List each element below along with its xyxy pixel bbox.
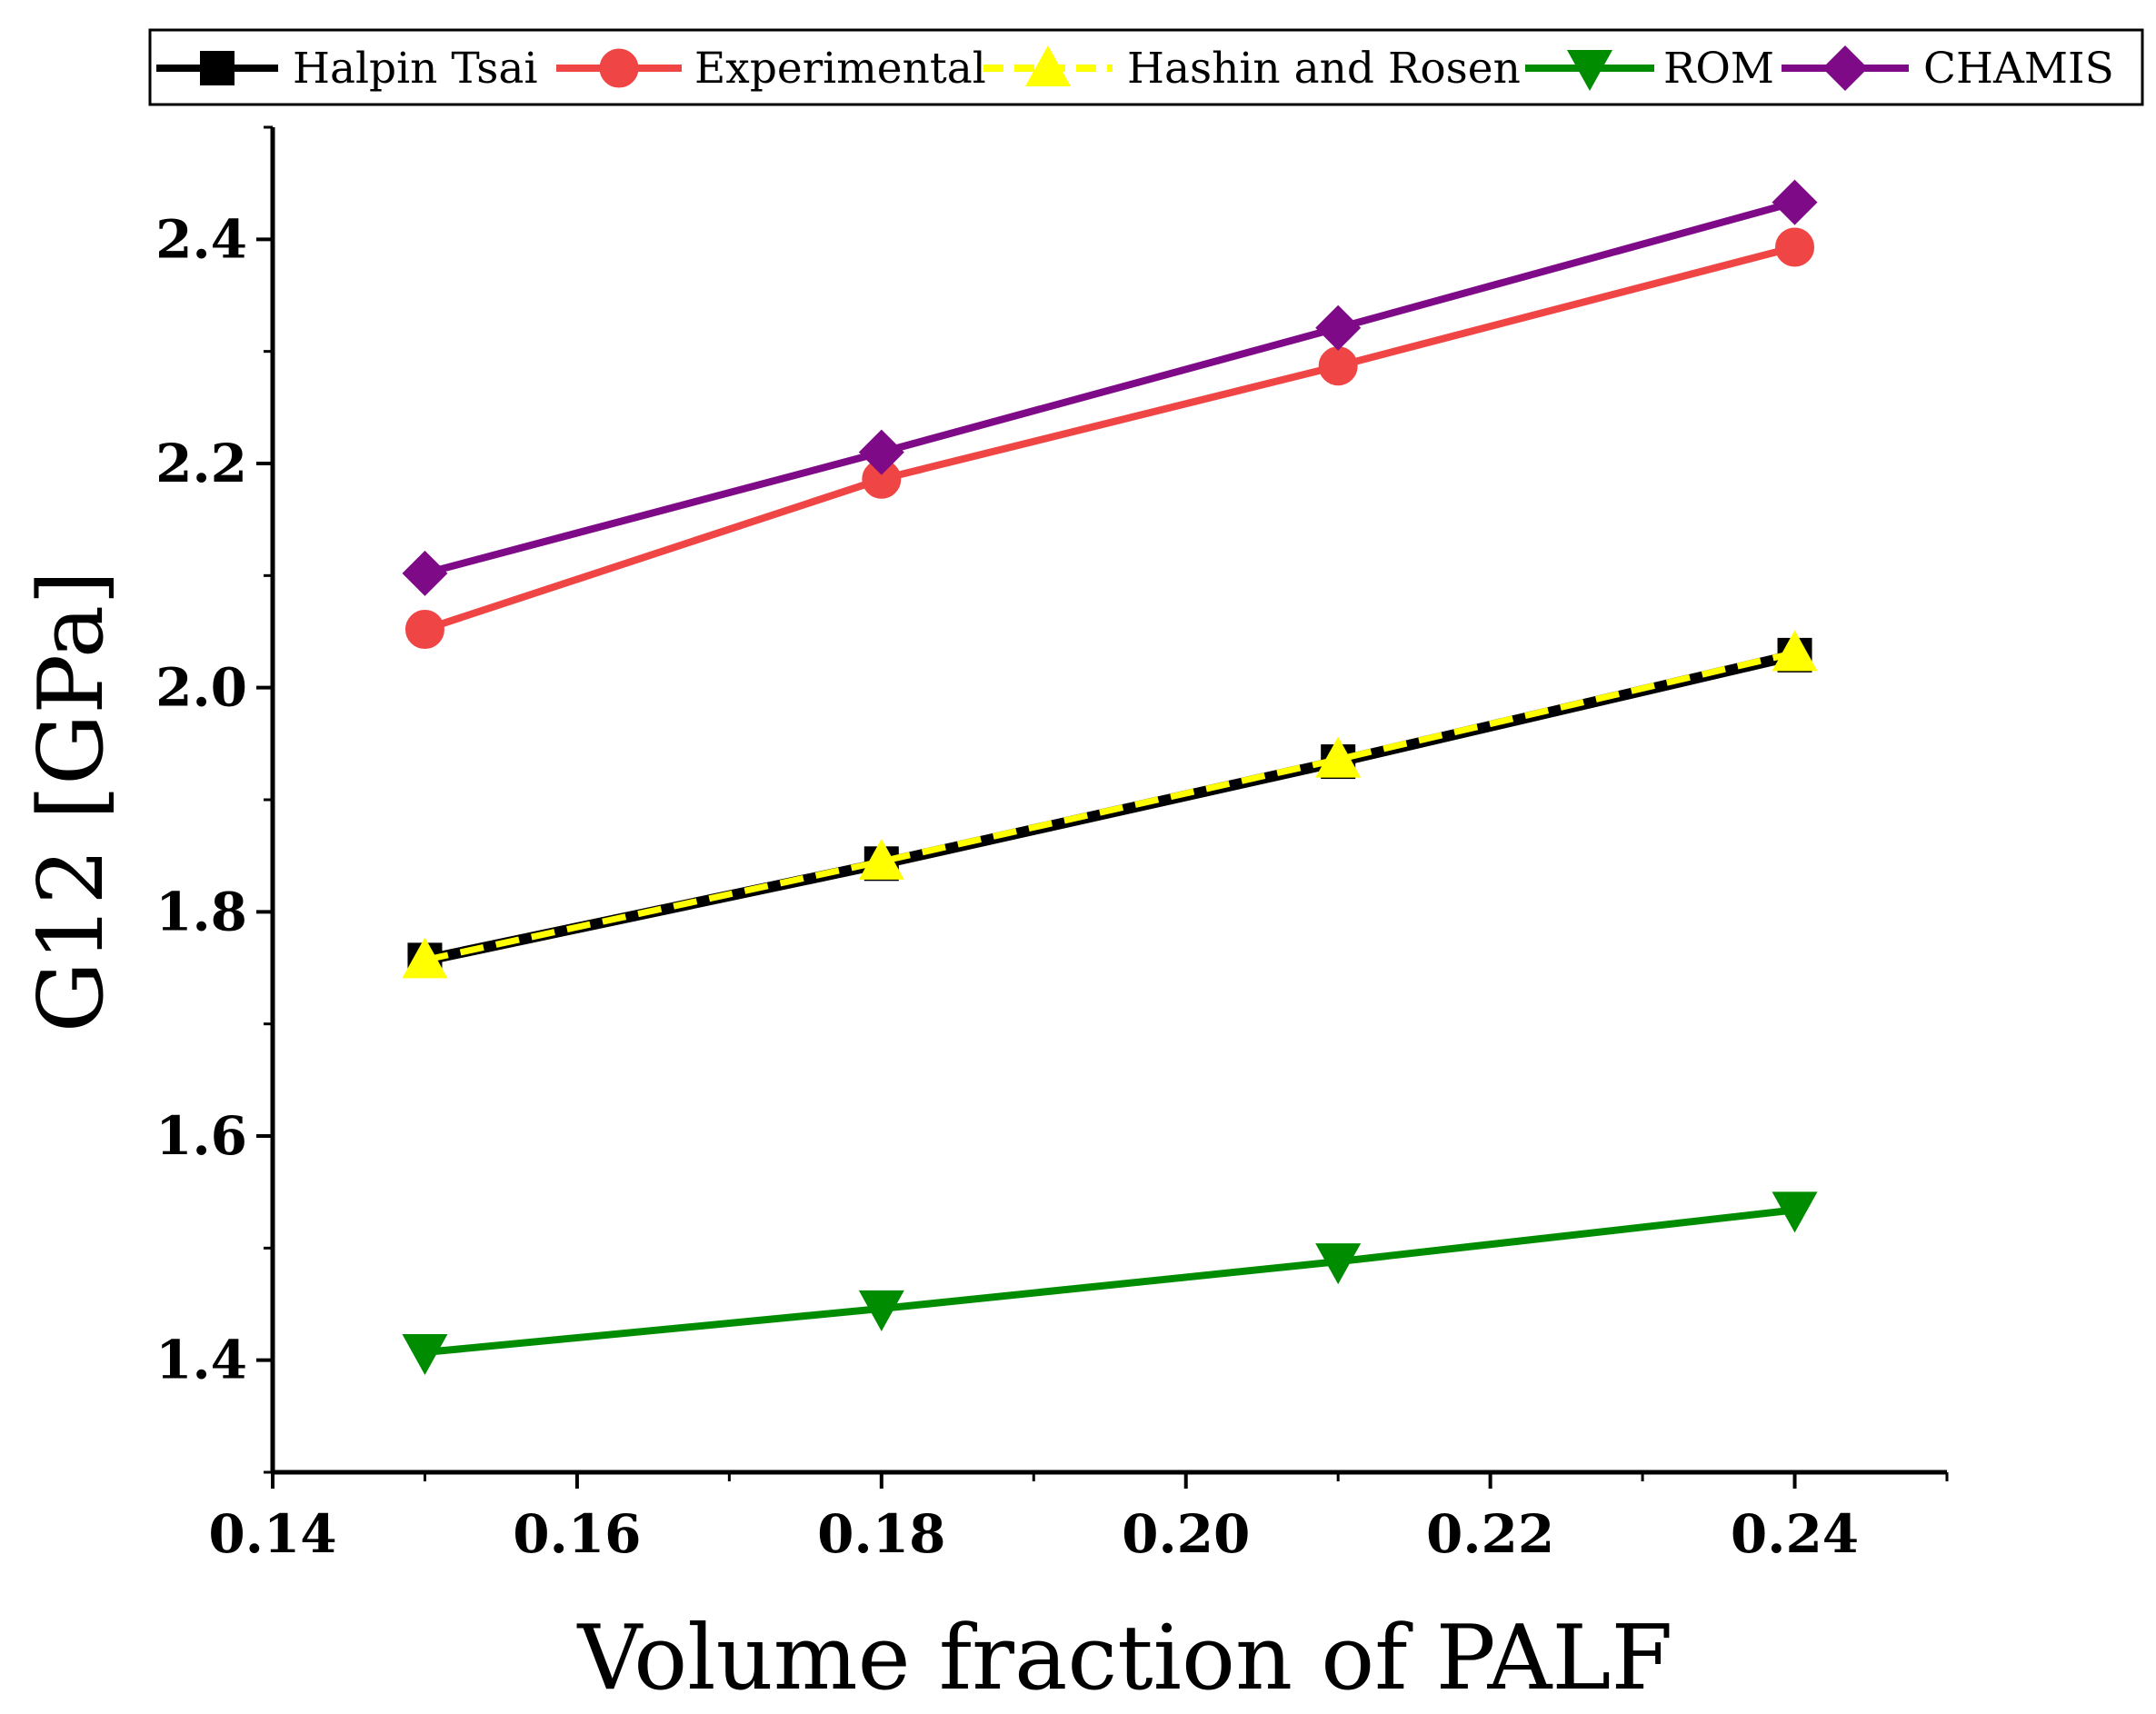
legend-item-experimental: Experimental [556, 44, 986, 94]
series-rom [402, 1191, 1818, 1376]
data-point-experimental [404, 610, 444, 650]
series-hashin-and-rosen [402, 630, 1818, 979]
legend-label-hashin-and-rosen: Hashin and Rosen [1127, 44, 1521, 94]
legend: Halpin Tsai Experimental Hashin and Rosen R… [148, 28, 2144, 106]
legend-marker-rom [1567, 50, 1612, 91]
ticks: 1.4 1.6 1.8 2.0 2.2 2.4 0.14 0.16 0.18 0.20 0.22 0.… [155, 125, 1949, 1565]
y-tick-label: 1.4 [155, 1330, 247, 1391]
legend-marker-halpin-tsai [200, 51, 235, 85]
x-tick-label: 0.22 [1426, 1503, 1554, 1565]
y-axis-title: G12 [GPa] [20, 571, 124, 1033]
data-point-experimental [1318, 346, 1358, 386]
legend-label-chamis: CHAMIS [1923, 44, 2114, 94]
axes [270, 127, 1947, 1475]
x-tick-label: 0.24 [1731, 1503, 1859, 1565]
legend-label-rom: ROM [1663, 44, 1774, 94]
data-point-rom [858, 1290, 904, 1331]
y-tick-label: 1.6 [155, 1105, 247, 1167]
legend-marker-chamis [1822, 45, 1868, 91]
series-line-experimental [424, 244, 1796, 633]
data-point-hashin-and-rosen [402, 937, 448, 979]
x-axis-title: Volume fraction of PALF [577, 1607, 1673, 1710]
x-tick-label: 0.16 [513, 1503, 641, 1565]
data-point-hashin-and-rosen [1772, 630, 1818, 672]
data-point-hashin-and-rosen [1315, 736, 1362, 778]
series-experimental [404, 227, 1815, 650]
legend-marker-experimental [599, 48, 639, 88]
y-tick-label: 1.8 [155, 881, 247, 942]
series-line-chamis [424, 198, 1796, 577]
series-line-rom [424, 1206, 1795, 1357]
y-tick-label: 2.2 [155, 433, 247, 494]
x-tick-label: 0.18 [817, 1503, 945, 1565]
y-tick-label: 2.4 [155, 208, 247, 270]
x-tick-label: 0.14 [208, 1503, 336, 1565]
data-point-rom [1772, 1191, 1818, 1233]
legend-marker-hashin-and-rosen [1025, 45, 1071, 86]
legend-item-halpin-tsai: Halpin Tsai [156, 44, 537, 94]
legend-item-rom: ROM [1525, 44, 1774, 94]
series-chamis [402, 179, 1818, 596]
x-tick-label: 0.20 [1122, 1503, 1250, 1565]
data-point-chamis [858, 429, 904, 475]
data-point-chamis [402, 550, 448, 596]
data-point-chamis [1772, 179, 1818, 225]
data-point-rom [402, 1334, 448, 1376]
legend-label-halpin-tsai: Halpin Tsai [293, 44, 537, 94]
data-point-rom [1315, 1243, 1362, 1285]
legend-item-hashin-and-rosen: Hashin and Rosen [983, 44, 1521, 94]
legend-label-experimental: Experimental [694, 44, 986, 94]
data-point-experimental [1775, 227, 1815, 267]
data-point-chamis [1315, 304, 1362, 351]
data-point-hashin-and-rosen [858, 838, 904, 880]
series-line-hashin-and-rosen [424, 650, 1796, 963]
legend-item-chamis: CHAMIS [1782, 44, 2114, 94]
y-tick-label: 2.0 [155, 657, 247, 719]
plot-series [402, 179, 1818, 1376]
